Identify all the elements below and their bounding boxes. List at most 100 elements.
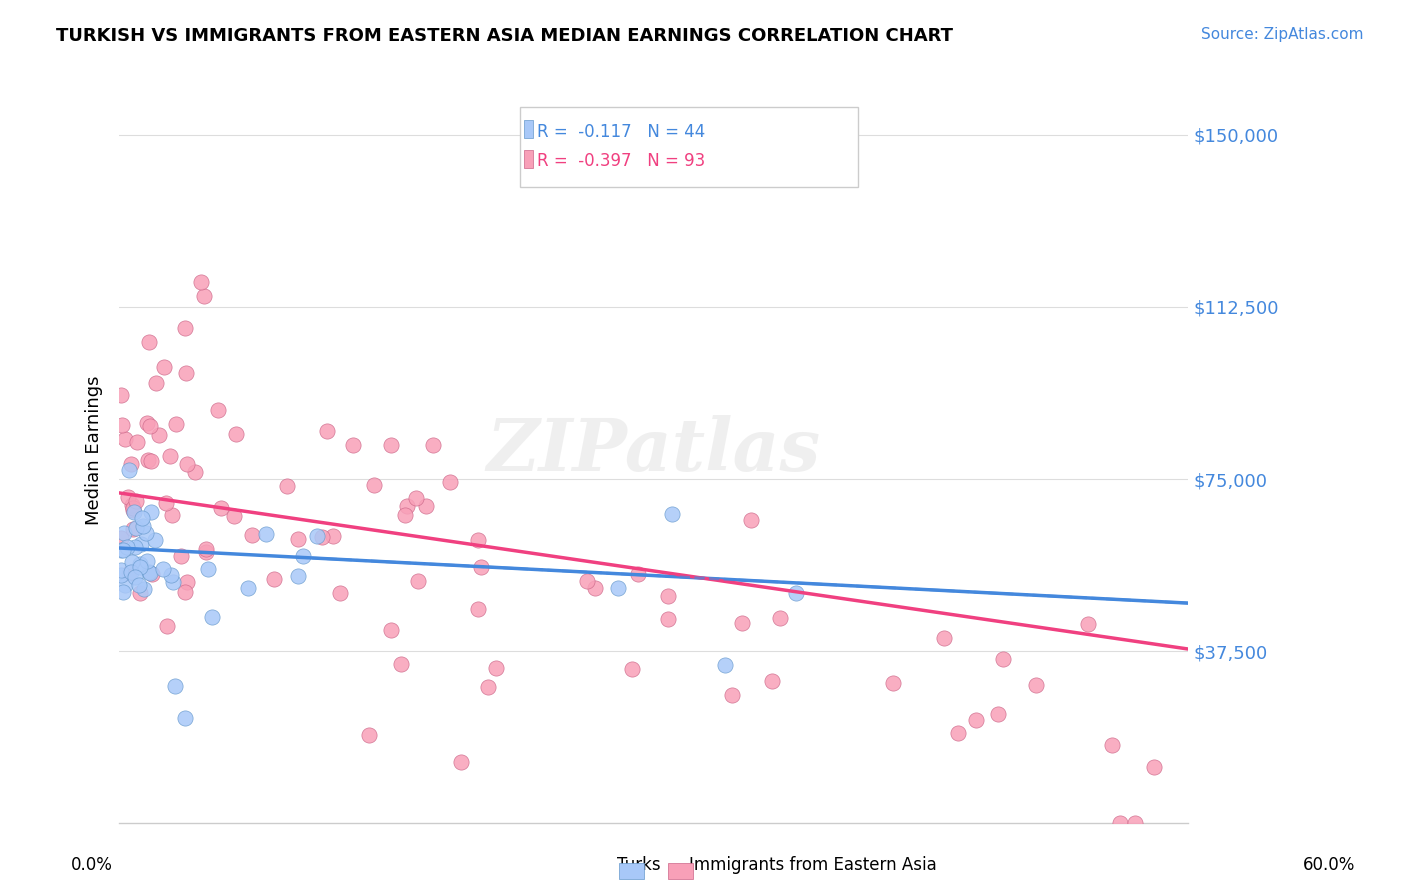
Text: Turks: Turks: [617, 856, 661, 874]
Point: [122, 500, 145, 515]
Text: 0.0%: 0.0%: [70, 856, 112, 874]
Point: [162, 574, 184, 589]
Point: [131, 510, 153, 524]
Point: [122, 505, 145, 519]
Point: [965, 713, 987, 727]
Point: [165, 679, 187, 693]
Point: [110, 531, 132, 545]
Point: [405, 491, 427, 505]
Point: [120, 458, 142, 472]
Point: [291, 549, 314, 563]
Point: [129, 537, 152, 551]
Text: R =  -0.117   N = 44: R = -0.117 N = 44: [537, 123, 706, 141]
Point: [740, 513, 762, 527]
Text: Immigrants from Eastern Asia: Immigrants from Eastern Asia: [689, 856, 936, 874]
Point: [117, 490, 139, 504]
Text: TURKISH VS IMMIGRANTS FROM EASTERN ASIA MEDIAN EARNINGS CORRELATION CHART: TURKISH VS IMMIGRANTS FROM EASTERN ASIA …: [56, 27, 953, 45]
Point: [380, 624, 402, 638]
Point: [190, 275, 212, 289]
Point: [176, 574, 198, 589]
Point: [195, 545, 218, 559]
Point: [138, 335, 160, 350]
Point: [110, 543, 132, 558]
Point: [159, 449, 181, 463]
Point: [607, 582, 630, 596]
Point: [575, 574, 598, 588]
Point: [111, 543, 134, 558]
Point: [439, 475, 461, 489]
Point: [174, 320, 197, 334]
Point: [477, 680, 499, 694]
Point: [110, 568, 132, 582]
Point: [128, 577, 150, 591]
Point: [128, 558, 150, 572]
Point: [225, 427, 247, 442]
Point: [124, 540, 146, 554]
Point: [948, 726, 970, 740]
Point: [120, 565, 142, 579]
Point: [173, 584, 195, 599]
Point: [731, 616, 754, 631]
Point: [155, 496, 177, 510]
Point: [342, 438, 364, 452]
Point: [165, 417, 187, 432]
Point: [118, 566, 141, 581]
Point: [236, 581, 259, 595]
Text: 60.0%: 60.0%: [1302, 856, 1355, 874]
Point: [485, 660, 508, 674]
Point: [396, 499, 419, 513]
Point: [422, 438, 444, 452]
Point: [124, 570, 146, 584]
Point: [114, 432, 136, 446]
Point: [1101, 738, 1123, 752]
Point: [125, 434, 148, 449]
Point: [721, 688, 744, 702]
Point: [122, 502, 145, 516]
Point: [139, 505, 162, 519]
Point: [263, 572, 285, 586]
Point: [173, 711, 195, 725]
Point: [143, 533, 166, 547]
Point: [768, 611, 790, 625]
Point: [761, 673, 783, 688]
Point: [467, 533, 489, 548]
Point: [1025, 678, 1047, 692]
Point: [152, 360, 174, 375]
Point: [125, 521, 148, 535]
Point: [170, 549, 193, 563]
Point: [467, 602, 489, 616]
Point: [183, 466, 205, 480]
Point: [135, 416, 157, 430]
Point: [991, 652, 1014, 666]
Point: [138, 565, 160, 579]
Point: [132, 518, 155, 533]
Point: [287, 568, 309, 582]
Point: [305, 529, 328, 543]
Point: [657, 589, 679, 603]
Point: [141, 566, 163, 581]
Point: [111, 417, 134, 432]
Point: [1077, 616, 1099, 631]
Point: [110, 388, 132, 402]
Point: [276, 479, 298, 493]
Point: [359, 728, 381, 742]
Point: [882, 675, 904, 690]
Point: [1123, 816, 1146, 830]
Point: [139, 418, 162, 433]
Point: [114, 577, 136, 591]
Point: [128, 560, 150, 574]
Point: [389, 657, 412, 672]
Point: [174, 366, 197, 380]
Point: [450, 755, 472, 769]
Point: [1109, 816, 1132, 830]
Point: [415, 499, 437, 513]
Point: [197, 562, 219, 576]
Point: [122, 522, 145, 536]
Point: [470, 559, 492, 574]
Point: [714, 657, 737, 672]
Point: [626, 566, 648, 581]
Point: [661, 507, 683, 521]
Point: [160, 508, 183, 522]
Point: [193, 288, 215, 302]
Point: [785, 585, 807, 599]
